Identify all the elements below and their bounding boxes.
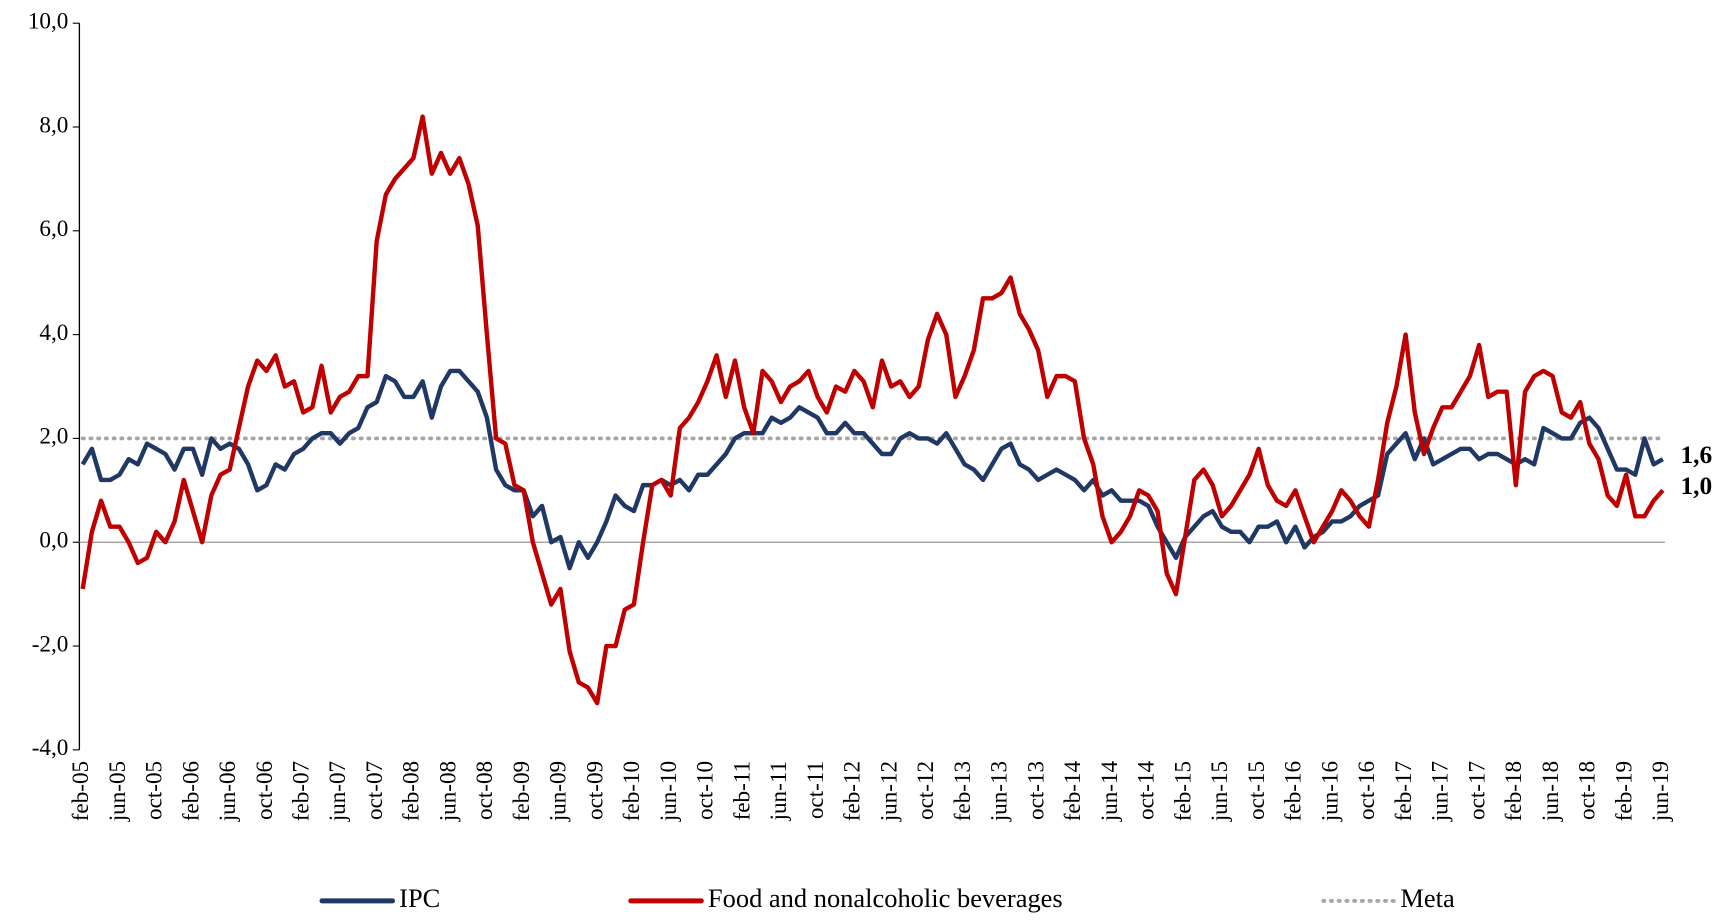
series-line: [80, 368, 1664, 571]
x-tick-label: feb-13: [950, 761, 976, 821]
y-tick-label: 2,0: [39, 424, 68, 450]
y-tick-label: 4,0: [39, 320, 68, 346]
x-tick-label: feb-17: [1391, 761, 1417, 821]
x-tick-label: jun-16: [1317, 761, 1343, 822]
x-tick-label: feb-14: [1060, 760, 1086, 821]
x-tick-label: feb-09: [509, 761, 535, 821]
legend-label: Meta: [1400, 883, 1455, 913]
end-label: 1,0: [1680, 472, 1712, 500]
x-tick-label: jun-17: [1428, 761, 1454, 822]
x-tick-label: oct-18: [1575, 761, 1601, 820]
x-tick-label: feb-08: [399, 761, 425, 821]
x-tick-label: jun-14: [1097, 760, 1123, 822]
x-tick-label: jun-11: [766, 761, 792, 822]
y-tick-label: 0,0: [39, 528, 68, 554]
x-tick-label: feb-19: [1611, 761, 1637, 821]
x-tick-label: feb-11: [729, 761, 755, 821]
x-tick-label: feb-05: [68, 761, 94, 821]
y-tick-label: -4,0: [32, 735, 69, 761]
x-tick-label: jun-06: [215, 761, 241, 822]
x-tick-label: oct-13: [1023, 761, 1049, 820]
x-tick-label: feb-06: [178, 761, 204, 821]
legend-label: Food and nonalcoholic beverages: [708, 883, 1063, 913]
x-tick-label: jun-10: [656, 761, 682, 822]
x-tick-label: feb-16: [1281, 761, 1307, 821]
x-tick-label: feb-10: [619, 761, 645, 821]
x-tick-label: jun-15: [1207, 761, 1233, 822]
y-tick-label: 6,0: [39, 216, 68, 242]
y-tick-label: -2,0: [32, 631, 69, 657]
x-tick-label: jun-09: [546, 761, 572, 822]
legend-label: IPC: [399, 883, 440, 913]
x-tick-label: oct-07: [362, 761, 388, 820]
x-tick-label: jun-18: [1538, 761, 1564, 822]
series-line: [80, 114, 1665, 706]
y-tick-label: 10,0: [28, 8, 69, 34]
x-tick-label: feb-12: [840, 761, 866, 821]
end-label: 1,6: [1680, 441, 1712, 469]
x-tick-label: oct-08: [472, 761, 498, 820]
x-tick-label: jun-12: [876, 761, 902, 822]
x-tick-label: oct-05: [142, 761, 168, 820]
x-tick-label: jun-08: [435, 761, 461, 822]
x-tick-label: feb-07: [288, 761, 314, 821]
y-tick-label: 8,0: [39, 112, 68, 138]
x-tick-label: feb-15: [1170, 761, 1196, 821]
x-tick-label: oct-16: [1354, 761, 1380, 820]
x-tick-label: oct-10: [693, 761, 719, 820]
x-tick-label: jun-13: [987, 761, 1013, 822]
x-tick-label: oct-15: [1244, 761, 1270, 820]
x-tick-label: oct-06: [252, 761, 278, 820]
x-tick-label: oct-12: [913, 761, 939, 820]
x-tick-label: jun-19: [1648, 761, 1674, 822]
x-tick-label: jun-07: [325, 761, 351, 822]
x-tick-label: oct-09: [582, 761, 608, 820]
x-tick-label: feb-18: [1501, 761, 1527, 821]
x-tick-label: jun-05: [105, 761, 131, 822]
x-tick-label: oct-17: [1464, 761, 1490, 820]
x-tick-label: oct-14: [1134, 760, 1160, 820]
x-tick-label: oct-11: [803, 761, 829, 819]
